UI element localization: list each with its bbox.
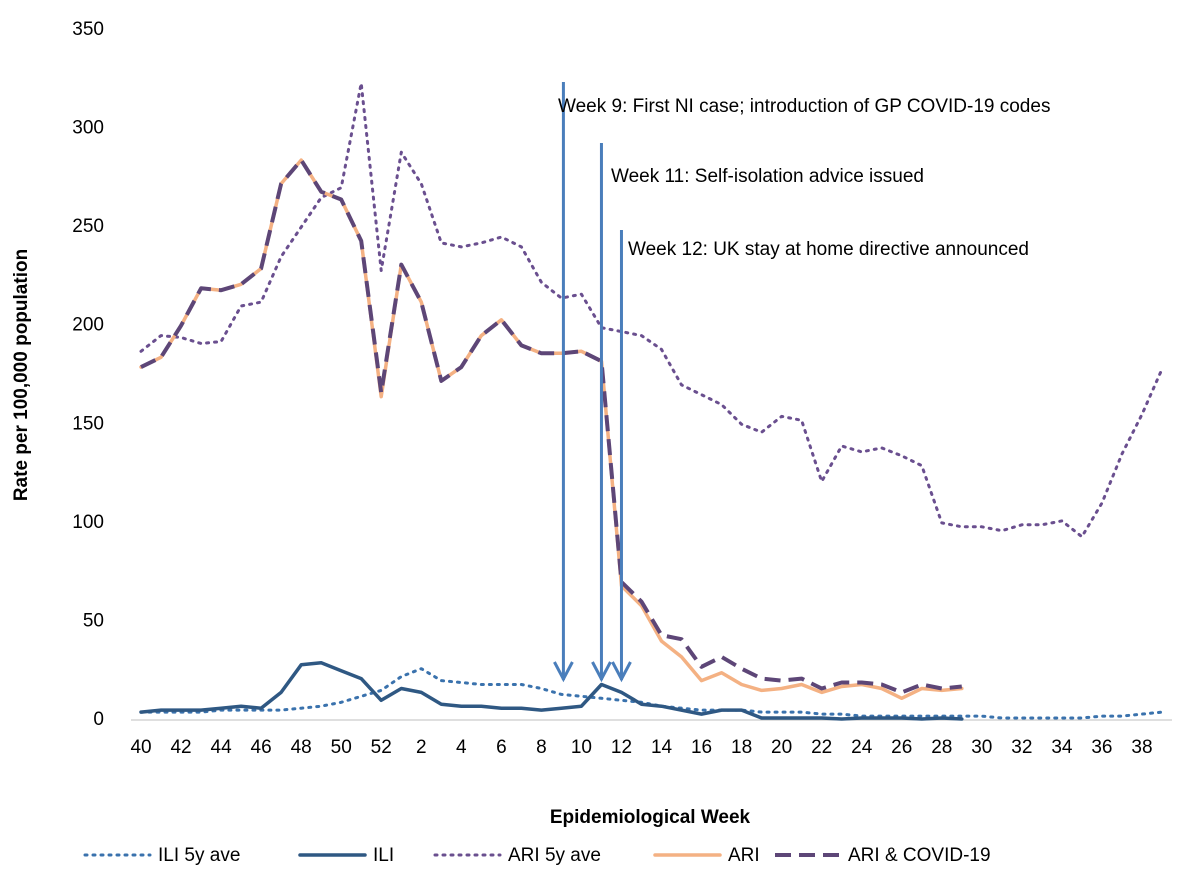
x-tick-label: 6 [496,737,507,758]
y-tick-label: 350 [72,19,104,40]
x-axis-title: Epidemiological Week [550,807,751,828]
x-tick-label: 38 [1131,737,1152,758]
series-line [139,667,1164,720]
annotation: Week 9: First NI case; introduction of G… [558,96,1050,117]
series-line [139,661,964,721]
x-tick-label: 28 [931,737,952,758]
y-tick-label: 50 [83,610,104,631]
x-tick-label: 42 [170,737,191,758]
x-tick-label: 46 [251,737,272,758]
y-tick-label: 250 [72,216,104,237]
arrow-head [611,661,632,683]
x-tick-label: 10 [571,737,592,758]
x-tick-label: 18 [731,737,752,758]
x-tick-label: 8 [536,737,547,758]
x-tick-label: 30 [971,737,992,758]
series-line [139,81,1164,539]
x-tick-label: 4 [456,737,467,758]
arrow-head [591,661,612,683]
x-tick-label: 2 [416,737,427,758]
legend-label: ARI [728,845,760,866]
x-tick-label: 12 [611,737,632,758]
y-tick-label: 150 [72,413,104,434]
x-tick-label: 14 [651,737,673,758]
annotation: Week 12: UK stay at home directive annou… [628,239,1029,260]
legend-label: ARI 5y ave [508,845,601,866]
x-tick-label: 50 [331,737,352,758]
legend-label: ILI [373,845,394,866]
x-tick-label: 22 [811,737,832,758]
legend-label: ILI 5y ave [158,845,240,866]
y-tick-label: 0 [93,709,104,730]
x-tick-label: 34 [1051,737,1073,758]
y-axis-title: Rate per 100,000 population [11,249,32,501]
x-tick-label: 24 [851,737,873,758]
x-tick-label: 48 [291,737,312,758]
y-tick-label: 200 [72,315,104,336]
x-tick-label: 44 [211,737,233,758]
legend-label: ARI & COVID-19 [848,845,991,866]
y-tick-label: 300 [72,118,104,139]
arrow-head [553,661,574,683]
x-tick-label: 16 [691,737,712,758]
x-tick-label: 52 [371,737,392,758]
y-tick-label: 100 [72,512,104,533]
x-tick-label: 26 [891,737,912,758]
series-line [140,158,962,695]
x-tick-label: 36 [1091,737,1112,758]
x-tick-label: 40 [130,737,151,758]
x-tick-label: 20 [771,737,792,758]
annotation: Week 11: Self-isolation advice issued [611,166,924,187]
x-tick-label: 32 [1011,737,1032,758]
